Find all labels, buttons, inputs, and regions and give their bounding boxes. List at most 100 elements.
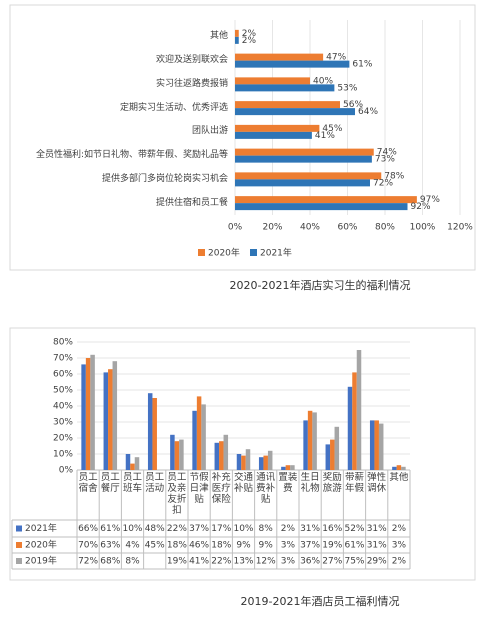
- y-tick-label: 其他: [209, 31, 228, 42]
- table-cell: 37%: [189, 524, 209, 534]
- x-tick-label: 员工班车: [122, 472, 142, 494]
- y-tick-label-box: 其他: [209, 31, 228, 42]
- x-tick-label-box: 生日礼物: [301, 472, 320, 494]
- x-tick-label: 奖励旅游: [322, 472, 342, 494]
- table-cell: 72%: [78, 557, 98, 567]
- x-tick-label-box: 员工活动: [145, 472, 164, 494]
- y-tick-label: 10%: [53, 450, 73, 460]
- table-cell: 37%: [300, 541, 320, 551]
- x-tick-label-box: 员工及亲友折扣: [167, 472, 186, 516]
- y-tick-label: 实习往返路费报销: [155, 78, 228, 89]
- data-label: 74%: [377, 148, 397, 158]
- x-tick-label-box: 交通补贴: [234, 472, 253, 494]
- x-tick-label-box: 置装费: [278, 472, 298, 494]
- table-cell: 3%: [392, 541, 407, 551]
- data-label: 45%: [322, 124, 342, 134]
- y-tick-label: 30%: [53, 418, 73, 428]
- bar: [90, 354, 95, 470]
- y-tick-label: 0%: [59, 466, 74, 476]
- bar: [396, 465, 402, 470]
- bar: [108, 369, 113, 470]
- x-tick-label-box: 通讯费补贴: [256, 472, 276, 505]
- bar: [81, 364, 86, 470]
- bar: [235, 124, 320, 132]
- table-cell: 9%: [259, 541, 274, 551]
- x-tick-label: 20%: [262, 223, 282, 233]
- table-cell: 8%: [259, 524, 274, 534]
- table-cell: 22%: [167, 524, 187, 534]
- bar: [245, 449, 251, 470]
- legend-label: 2020年: [25, 539, 57, 551]
- table-cell: 2%: [281, 524, 296, 534]
- y-tick-label: 70%: [53, 354, 73, 364]
- bar: [235, 60, 350, 68]
- bar: [152, 398, 157, 470]
- legend-label: 2021年: [25, 522, 57, 534]
- bar: [258, 457, 264, 470]
- bar: [347, 386, 353, 470]
- bar: [235, 155, 372, 163]
- legend-swatch: [198, 249, 205, 256]
- x-tick-label-box: 补充医疗保险: [212, 472, 231, 505]
- y-tick-label-box: 定期实习生活动、优秀评选: [119, 102, 228, 113]
- y-tick-label-box: 团队出游: [191, 126, 228, 137]
- table-cell: 19%: [167, 557, 187, 567]
- bar: [235, 196, 417, 204]
- bar: [223, 434, 229, 470]
- y-tick-label: 50%: [53, 386, 73, 396]
- bar: [263, 455, 268, 470]
- table-cell: 9%: [236, 541, 251, 551]
- y-tick-label: 定期实习生活动、优秀评选: [119, 102, 228, 113]
- x-tick-label: 通讯费补贴: [256, 472, 276, 505]
- bar: [334, 426, 340, 470]
- table-cell: 3%: [281, 557, 296, 567]
- bar: [330, 439, 335, 470]
- bar: [369, 420, 375, 470]
- bar: [174, 441, 180, 470]
- x-tick-label-box: 员工宿舍: [79, 472, 98, 494]
- bar: [307, 410, 313, 470]
- x-tick-label: 80%: [375, 223, 395, 233]
- table-cell: 45%: [145, 541, 165, 551]
- y-tick-label: 团队出游: [191, 126, 228, 137]
- x-tick-label-box: 节假日津贴: [190, 472, 209, 505]
- table-cell: 61%: [100, 524, 120, 534]
- table-cell: 10%: [122, 524, 142, 534]
- bar: [303, 420, 308, 470]
- table-cell: 8%: [125, 557, 140, 567]
- table-cell: 13%: [233, 557, 253, 567]
- table-cell: 70%: [78, 541, 98, 551]
- legend-swatch: [16, 542, 22, 548]
- bar: [352, 372, 357, 470]
- bar: [235, 179, 370, 187]
- table-cell: 36%: [300, 557, 320, 567]
- x-tick-label: 带薪年假: [344, 472, 364, 494]
- data-label: 72%: [373, 178, 393, 188]
- bar: [85, 358, 91, 470]
- bar: [235, 53, 324, 61]
- table-cell: 68%: [100, 557, 120, 567]
- bar: [374, 420, 379, 470]
- y-tick-label: 80%: [53, 338, 73, 348]
- y-tick-label-box: 全员性福利:如节日礼物、带薪年假、奖励礼品等: [36, 150, 228, 160]
- bar: [401, 466, 406, 470]
- y-tick-label-box: 欢迎及送别联欢会: [156, 55, 228, 65]
- table-cell: 19%: [322, 541, 342, 551]
- legend-label: 2020年: [208, 247, 240, 259]
- bar: [312, 412, 317, 470]
- legend-swatch: [16, 558, 22, 564]
- bar: [235, 203, 408, 211]
- table-cell: 52%: [344, 524, 364, 534]
- table-cell: 4%: [125, 541, 140, 551]
- bar: [196, 396, 202, 470]
- x-tick-label: 置装费: [278, 472, 298, 494]
- table-cell: 27%: [322, 557, 342, 567]
- table-cell: 61%: [344, 541, 364, 551]
- table-cell: 29%: [367, 557, 387, 567]
- table-cell: 2%: [392, 557, 407, 567]
- table-cell: 10%: [233, 524, 253, 534]
- x-tick-label: 弹性调休: [367, 472, 387, 494]
- x-tick-label-box: 奖励旅游: [322, 472, 342, 494]
- bar: [235, 36, 239, 44]
- y-tick-label-box: 提供多部门多岗位轮岗实习机会: [102, 174, 228, 184]
